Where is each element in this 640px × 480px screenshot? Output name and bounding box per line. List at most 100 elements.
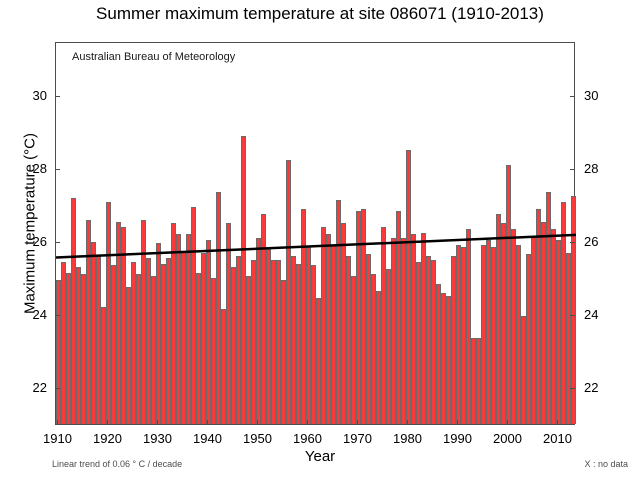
bar-1964 (326, 234, 331, 424)
y-tick-mark-right-28 (570, 169, 575, 171)
bar-1976 (386, 268, 391, 424)
bar-1995 (481, 245, 486, 424)
y-tick-mark-left-30 (55, 96, 60, 98)
bar-1957 (291, 256, 296, 424)
bar-1956 (286, 159, 291, 424)
bar-1981 (411, 234, 416, 424)
x-tick-label-1950: 1950 (243, 431, 272, 446)
bar-1962 (316, 298, 321, 424)
bar-1986 (436, 283, 441, 424)
bar-1944 (226, 223, 231, 424)
bar-1983 (421, 232, 426, 424)
y-tick-mark-right-26 (570, 242, 575, 244)
x-tick-mark-1930 (157, 420, 158, 425)
bar-1916 (86, 219, 91, 424)
x-tick-mark-1960 (307, 420, 308, 425)
bar-1977 (391, 237, 396, 424)
bar-1940 (206, 239, 211, 424)
bar-1982 (416, 261, 421, 424)
bar-1985 (431, 259, 436, 424)
y-axis-title: Maximum temperature (°C) (21, 132, 39, 315)
bar-1967 (341, 223, 346, 424)
bar-1994 (476, 338, 481, 424)
bar-1921 (111, 265, 116, 424)
bar-1963 (321, 227, 326, 424)
bar-1989 (451, 256, 456, 424)
bar-1992 (466, 228, 471, 424)
bar-1936 (186, 234, 191, 424)
bar-1973 (371, 274, 376, 424)
bar-1917 (91, 241, 96, 424)
bar-2007 (541, 221, 546, 424)
y-tick-label-right-30: 30 (584, 87, 599, 103)
bar-series (56, 43, 576, 424)
bar-1939 (201, 252, 206, 424)
bar-1958 (296, 263, 301, 424)
bar-1925 (131, 261, 136, 424)
bar-1919 (101, 307, 106, 424)
y-tick-label-left-28: 28 (32, 160, 47, 176)
bar-1993 (471, 338, 476, 424)
bar-1911 (61, 261, 66, 424)
y-tick-label-right-24: 24 (584, 306, 599, 322)
y-tick-mark-left-22 (55, 388, 60, 390)
bar-2003 (521, 316, 526, 424)
bar-2000 (506, 165, 511, 424)
bar-1920 (106, 201, 111, 424)
x-tick-label-2000: 2000 (493, 431, 522, 446)
bar-1933 (171, 223, 176, 424)
bar-1959 (301, 208, 306, 424)
no-data-legend: X : no data (584, 459, 628, 469)
bar-1943 (221, 309, 226, 424)
bar-1945 (231, 267, 236, 424)
bar-1927 (141, 219, 146, 424)
y-tick-mark-right-24 (570, 315, 575, 317)
bar-1924 (126, 287, 131, 424)
bar-1949 (251, 259, 256, 424)
x-tick-label-1980: 1980 (393, 431, 422, 446)
x-tick-mark-1970 (357, 420, 358, 425)
bar-2002 (516, 245, 521, 424)
bar-2013 (571, 196, 576, 424)
bar-2001 (511, 228, 516, 424)
bar-1941 (211, 278, 216, 424)
bar-1923 (121, 227, 126, 424)
bar-1938 (196, 272, 201, 424)
bar-1996 (486, 239, 491, 424)
bar-2009 (551, 228, 556, 424)
bar-1984 (426, 256, 431, 424)
x-tick-mark-1920 (107, 420, 108, 425)
x-tick-mark-1910 (57, 420, 58, 425)
bar-1968 (346, 256, 351, 424)
bar-1966 (336, 199, 341, 424)
x-tick-mark-1980 (407, 420, 408, 425)
x-axis-title: Year (304, 448, 336, 465)
bar-1912 (66, 272, 71, 424)
bar-2011 (561, 201, 566, 424)
y-tick-label-left-22: 22 (32, 379, 47, 395)
trend-footnote: Linear trend of 0.06 ° C / decade (52, 459, 183, 469)
bar-1954 (276, 259, 281, 424)
bar-1930 (156, 243, 161, 424)
bar-1910 (56, 279, 61, 424)
x-tick-label-1960: 1960 (293, 431, 322, 446)
bar-1937 (191, 206, 196, 424)
bar-1947 (241, 135, 246, 424)
y-tick-label-right-26: 26 (584, 233, 599, 249)
bar-1942 (216, 192, 221, 424)
y-tick-mark-left-24 (55, 315, 60, 317)
bar-1914 (76, 267, 81, 424)
x-tick-label-1930: 1930 (143, 431, 172, 446)
bar-1972 (366, 254, 371, 424)
x-tick-mark-2000 (507, 420, 508, 425)
bar-2004 (526, 254, 531, 424)
bar-1974 (376, 290, 381, 424)
y-tick-mark-right-22 (570, 388, 575, 390)
x-tick-label-1920: 1920 (93, 431, 122, 446)
bar-1999 (501, 223, 506, 424)
bar-1979 (401, 237, 406, 424)
plot-area: Australian Bureau of Meteorology (55, 42, 576, 425)
bar-1975 (381, 227, 386, 424)
bar-1951 (261, 214, 266, 424)
bar-1929 (151, 276, 156, 424)
